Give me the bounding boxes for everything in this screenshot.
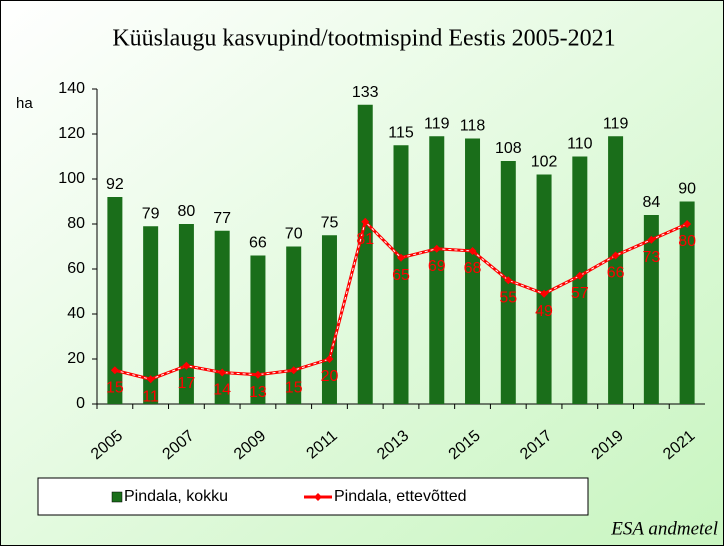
point-label: 15	[106, 379, 124, 396]
y-tick-label: 60	[67, 260, 85, 277]
y-tick-label: 120	[58, 125, 85, 142]
point-label: 73	[642, 249, 660, 266]
bar-label: 70	[285, 226, 303, 243]
bar-label: 115	[388, 124, 414, 141]
source: ESA andmetel	[610, 518, 718, 539]
point-label: 66	[607, 265, 625, 282]
bar-label: 77	[213, 210, 231, 227]
bar	[321, 235, 337, 404]
point	[110, 366, 119, 375]
bar	[572, 156, 588, 404]
legend-label: Pindala, ettevõtted	[334, 488, 467, 505]
point-label: 55	[499, 289, 517, 306]
point-label: 68	[464, 260, 482, 277]
point	[397, 253, 405, 262]
bar	[250, 255, 266, 404]
bar	[643, 215, 659, 404]
point-label: 15	[285, 379, 303, 396]
bar	[429, 136, 445, 404]
point	[218, 368, 227, 377]
bar	[393, 145, 409, 404]
bar	[178, 224, 194, 404]
point	[611, 251, 620, 260]
legend-swatch	[111, 491, 123, 503]
bar-label: 108	[495, 140, 522, 157]
point	[361, 217, 370, 226]
bar-label: 80	[178, 203, 196, 220]
chart-title: Küüslaugu kasvupind/tootmispind Eestis 2…	[112, 26, 615, 52]
point	[289, 366, 298, 375]
line-dash	[114, 220, 688, 380]
point	[540, 289, 549, 298]
bar	[357, 104, 373, 404]
y-tick-label: 0	[76, 395, 85, 412]
y-tick-label: 100	[58, 170, 85, 187]
bar-label: 119	[424, 115, 450, 132]
bar	[286, 246, 302, 404]
bar	[143, 226, 159, 404]
point-label: 20	[321, 368, 339, 385]
bar-label: 75	[321, 214, 339, 231]
point-label: 65	[392, 267, 410, 284]
bar	[608, 136, 624, 404]
point-label: 17	[178, 375, 196, 392]
point	[647, 235, 656, 244]
y-axis-label: ha	[16, 95, 33, 112]
point	[253, 370, 262, 379]
point	[504, 276, 513, 285]
point-label: 49	[535, 303, 553, 320]
bar-label: 92	[106, 176, 124, 193]
point-label: 14	[213, 382, 231, 399]
bar-label: 133	[352, 84, 379, 101]
point	[432, 244, 441, 253]
y-tick-label: 140	[58, 80, 85, 97]
bar	[679, 201, 695, 404]
bar-label: 79	[142, 205, 160, 222]
bar-label: 84	[642, 194, 660, 211]
point	[683, 220, 692, 228]
legend-label: Pindala, kokku	[124, 488, 228, 505]
point	[575, 271, 584, 280]
bar	[214, 230, 230, 404]
point	[325, 355, 334, 363]
bar-label: 119	[603, 115, 629, 132]
point-label: 11	[142, 388, 159, 405]
bar-label: 66	[249, 235, 267, 252]
point-label: 57	[571, 285, 589, 302]
y-tick-label: 80	[67, 215, 85, 232]
y-tick-label: 20	[67, 350, 85, 367]
y-tick-label: 40	[67, 305, 85, 322]
point	[182, 361, 191, 370]
bar-label: 118	[460, 118, 486, 135]
legend-swatch	[314, 493, 322, 501]
point-label: 80	[678, 233, 696, 250]
bar-label: 102	[531, 154, 558, 171]
point-label: 81	[356, 231, 374, 248]
bar	[107, 197, 123, 404]
point-label: 69	[428, 258, 446, 275]
bar-label: 110	[567, 136, 593, 153]
point	[468, 247, 477, 255]
bar	[465, 138, 481, 404]
bar	[536, 174, 552, 404]
bar-label: 90	[678, 181, 696, 198]
point-label: 13	[249, 384, 267, 401]
point	[146, 375, 155, 384]
